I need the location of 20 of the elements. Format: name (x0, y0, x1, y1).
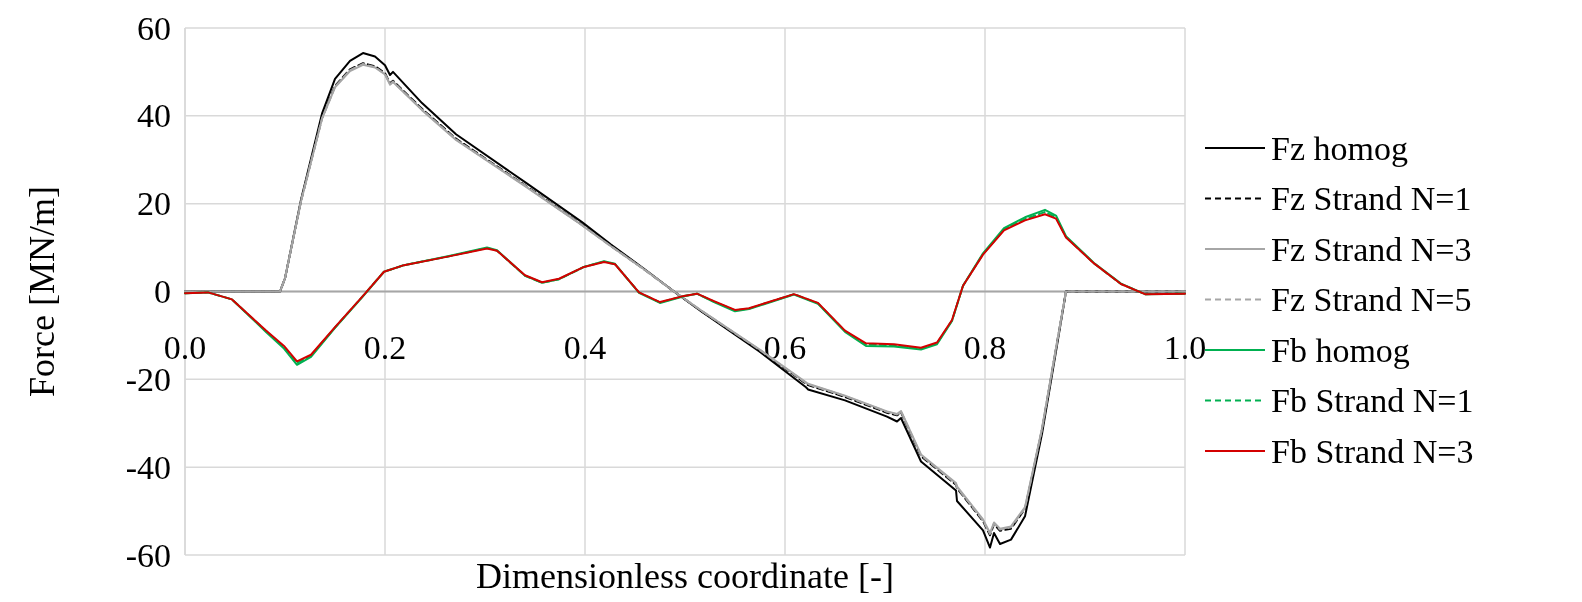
y-tick-label: -40 (125, 448, 171, 486)
x-tick-label: 0.8 (963, 329, 1007, 366)
legend-label: Fb Strand N=3 (1271, 432, 1474, 470)
legend-label: Fz Strand N=1 (1271, 180, 1472, 217)
x-tick-label: 0.6 (763, 329, 807, 366)
y-tick-label: 20 (137, 185, 171, 223)
x-tick-label: 1.0 (1163, 329, 1207, 366)
legend-label: Fb homog (1271, 331, 1410, 369)
y-tick-label: 40 (137, 97, 171, 135)
x-tick-label: 0.4 (563, 329, 607, 366)
legend-label: Fb Strand N=1 (1271, 382, 1474, 419)
y-axis-title: Force [MN/m] (22, 186, 62, 397)
y-tick-label: 60 (137, 9, 171, 47)
x-tick-label: 0.2 (363, 329, 407, 366)
legend-label: Fz Strand N=5 (1271, 281, 1472, 318)
legend-label: Fz Strand N=3 (1271, 230, 1472, 268)
x-axis-title: Dimensionless coordinate [-] (476, 556, 894, 596)
legend-label: Fz homog (1271, 129, 1408, 167)
y-tick-label: 0 (154, 273, 171, 310)
y-tick-label: -60 (125, 536, 171, 574)
